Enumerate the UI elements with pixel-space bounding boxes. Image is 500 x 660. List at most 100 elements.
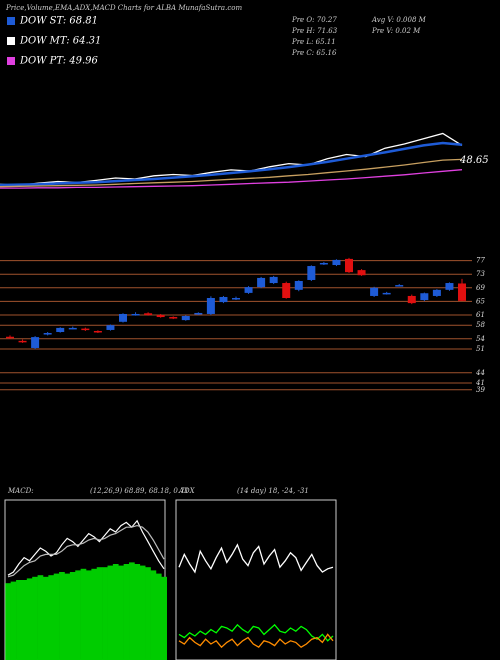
series-line [7, 524, 165, 578]
y-tick-label: 54 [476, 335, 485, 343]
panel-title: MACD: [7, 487, 34, 495]
legend-label: DOW MT: 64.31 [19, 36, 101, 47]
panel-subtitle: (12,26,9) 68.89, 68.18, 0.71 [90, 487, 189, 495]
y-tick-label: 73 [476, 270, 485, 278]
candle-body [56, 327, 65, 332]
y-tick-label: 41 [475, 379, 485, 387]
candle-body [319, 262, 328, 265]
histogram-bar [145, 567, 151, 660]
candle-body [332, 259, 341, 266]
histogram-bar [16, 580, 22, 660]
candle-body [43, 333, 52, 335]
histogram-bar [134, 564, 141, 660]
histogram-bar [42, 576, 49, 660]
candle-body [269, 276, 278, 284]
candle-body [144, 313, 153, 315]
page-title: Price,Volume,EMA,ADX,MACD Charts for ALB… [5, 4, 242, 12]
legend-swatch [7, 37, 15, 45]
candle-body [370, 287, 379, 296]
y-tick-label: 69 [476, 284, 485, 292]
histogram-bar [48, 575, 55, 660]
histogram-bar [5, 583, 11, 660]
histogram-bar [64, 573, 71, 660]
histogram-bar [118, 565, 124, 660]
histogram-bar [21, 580, 28, 660]
candle-body [458, 283, 466, 301]
histogram-bar [53, 573, 60, 660]
series-line [7, 519, 165, 576]
candle-body [93, 330, 102, 333]
legend-label: DOW PT: 49.96 [19, 56, 99, 67]
candle-body [257, 277, 266, 288]
histogram-bar [102, 567, 108, 660]
candle-body [106, 325, 115, 330]
histogram-bar [107, 565, 114, 660]
y-tick-label: 65 [476, 297, 485, 305]
series-line [0, 132, 463, 186]
panel-title: ADX [178, 487, 196, 495]
prev-volume: Pre V: 0.02 M [371, 27, 421, 35]
prev-close: Pre C: 65.16 [291, 49, 337, 57]
y-tick-label: 61 [476, 311, 485, 319]
candle-body [282, 283, 291, 298]
candle-body [156, 315, 165, 318]
candle-body [219, 296, 228, 303]
candle-body [68, 327, 77, 330]
y-tick-label: 77 [476, 257, 485, 265]
candle-body [357, 270, 366, 276]
histogram-bar [123, 564, 130, 660]
series-line [178, 543, 334, 574]
candle-body [194, 312, 203, 315]
candle-body [432, 289, 441, 296]
candle-body [119, 313, 127, 322]
series-line [0, 141, 463, 187]
series-line [178, 633, 334, 649]
legend-swatch [7, 17, 15, 25]
histogram-bar [139, 565, 146, 660]
candle-body [345, 258, 353, 273]
histogram-bar [37, 575, 44, 660]
prev-high: Pre H: 71.63 [291, 27, 338, 35]
legend-swatch [7, 57, 15, 65]
histogram-bar [129, 562, 135, 660]
y-tick-label: 39 [476, 386, 485, 394]
candle-body [81, 328, 90, 331]
series-line [0, 169, 463, 189]
candle-body [169, 317, 178, 319]
candle-body [232, 298, 240, 300]
candle-body [131, 313, 140, 316]
series-line [178, 623, 334, 642]
candle-body [382, 292, 391, 295]
y-tick-label: 58 [476, 321, 485, 329]
last-value-label: 48.65 [459, 155, 489, 166]
histogram-bar [10, 581, 17, 660]
avg-volume: Avg V: 0.008 M [371, 16, 427, 24]
candle-body [6, 336, 14, 339]
histogram-bar [80, 568, 87, 660]
candle-body [294, 281, 303, 290]
series-line [0, 158, 463, 188]
legend-label: DOW ST: 68.81 [19, 16, 98, 27]
candle-body [445, 283, 454, 290]
candle-body [420, 293, 429, 301]
candle-body [31, 337, 40, 348]
candle-body [244, 287, 253, 293]
histogram-bar [26, 578, 33, 660]
candle-body [206, 298, 215, 314]
histogram-bar [59, 572, 65, 660]
y-tick-label: 44 [475, 369, 485, 377]
histogram-bar [112, 564, 119, 660]
panel-subtitle: (14 day) 18, -24, -31 [237, 487, 309, 495]
candle-body [307, 266, 316, 280]
histogram-bar [91, 568, 98, 660]
histogram-bar [86, 570, 92, 660]
histogram-bar [161, 576, 167, 660]
histogram-bar [150, 570, 157, 660]
candle-body [395, 285, 404, 287]
histogram-bar [155, 573, 162, 660]
prev-low: Pre L: 65.11 [291, 38, 336, 46]
candle-body [181, 316, 190, 321]
y-tick-label: 51 [476, 345, 485, 353]
histogram-bar [96, 567, 103, 660]
